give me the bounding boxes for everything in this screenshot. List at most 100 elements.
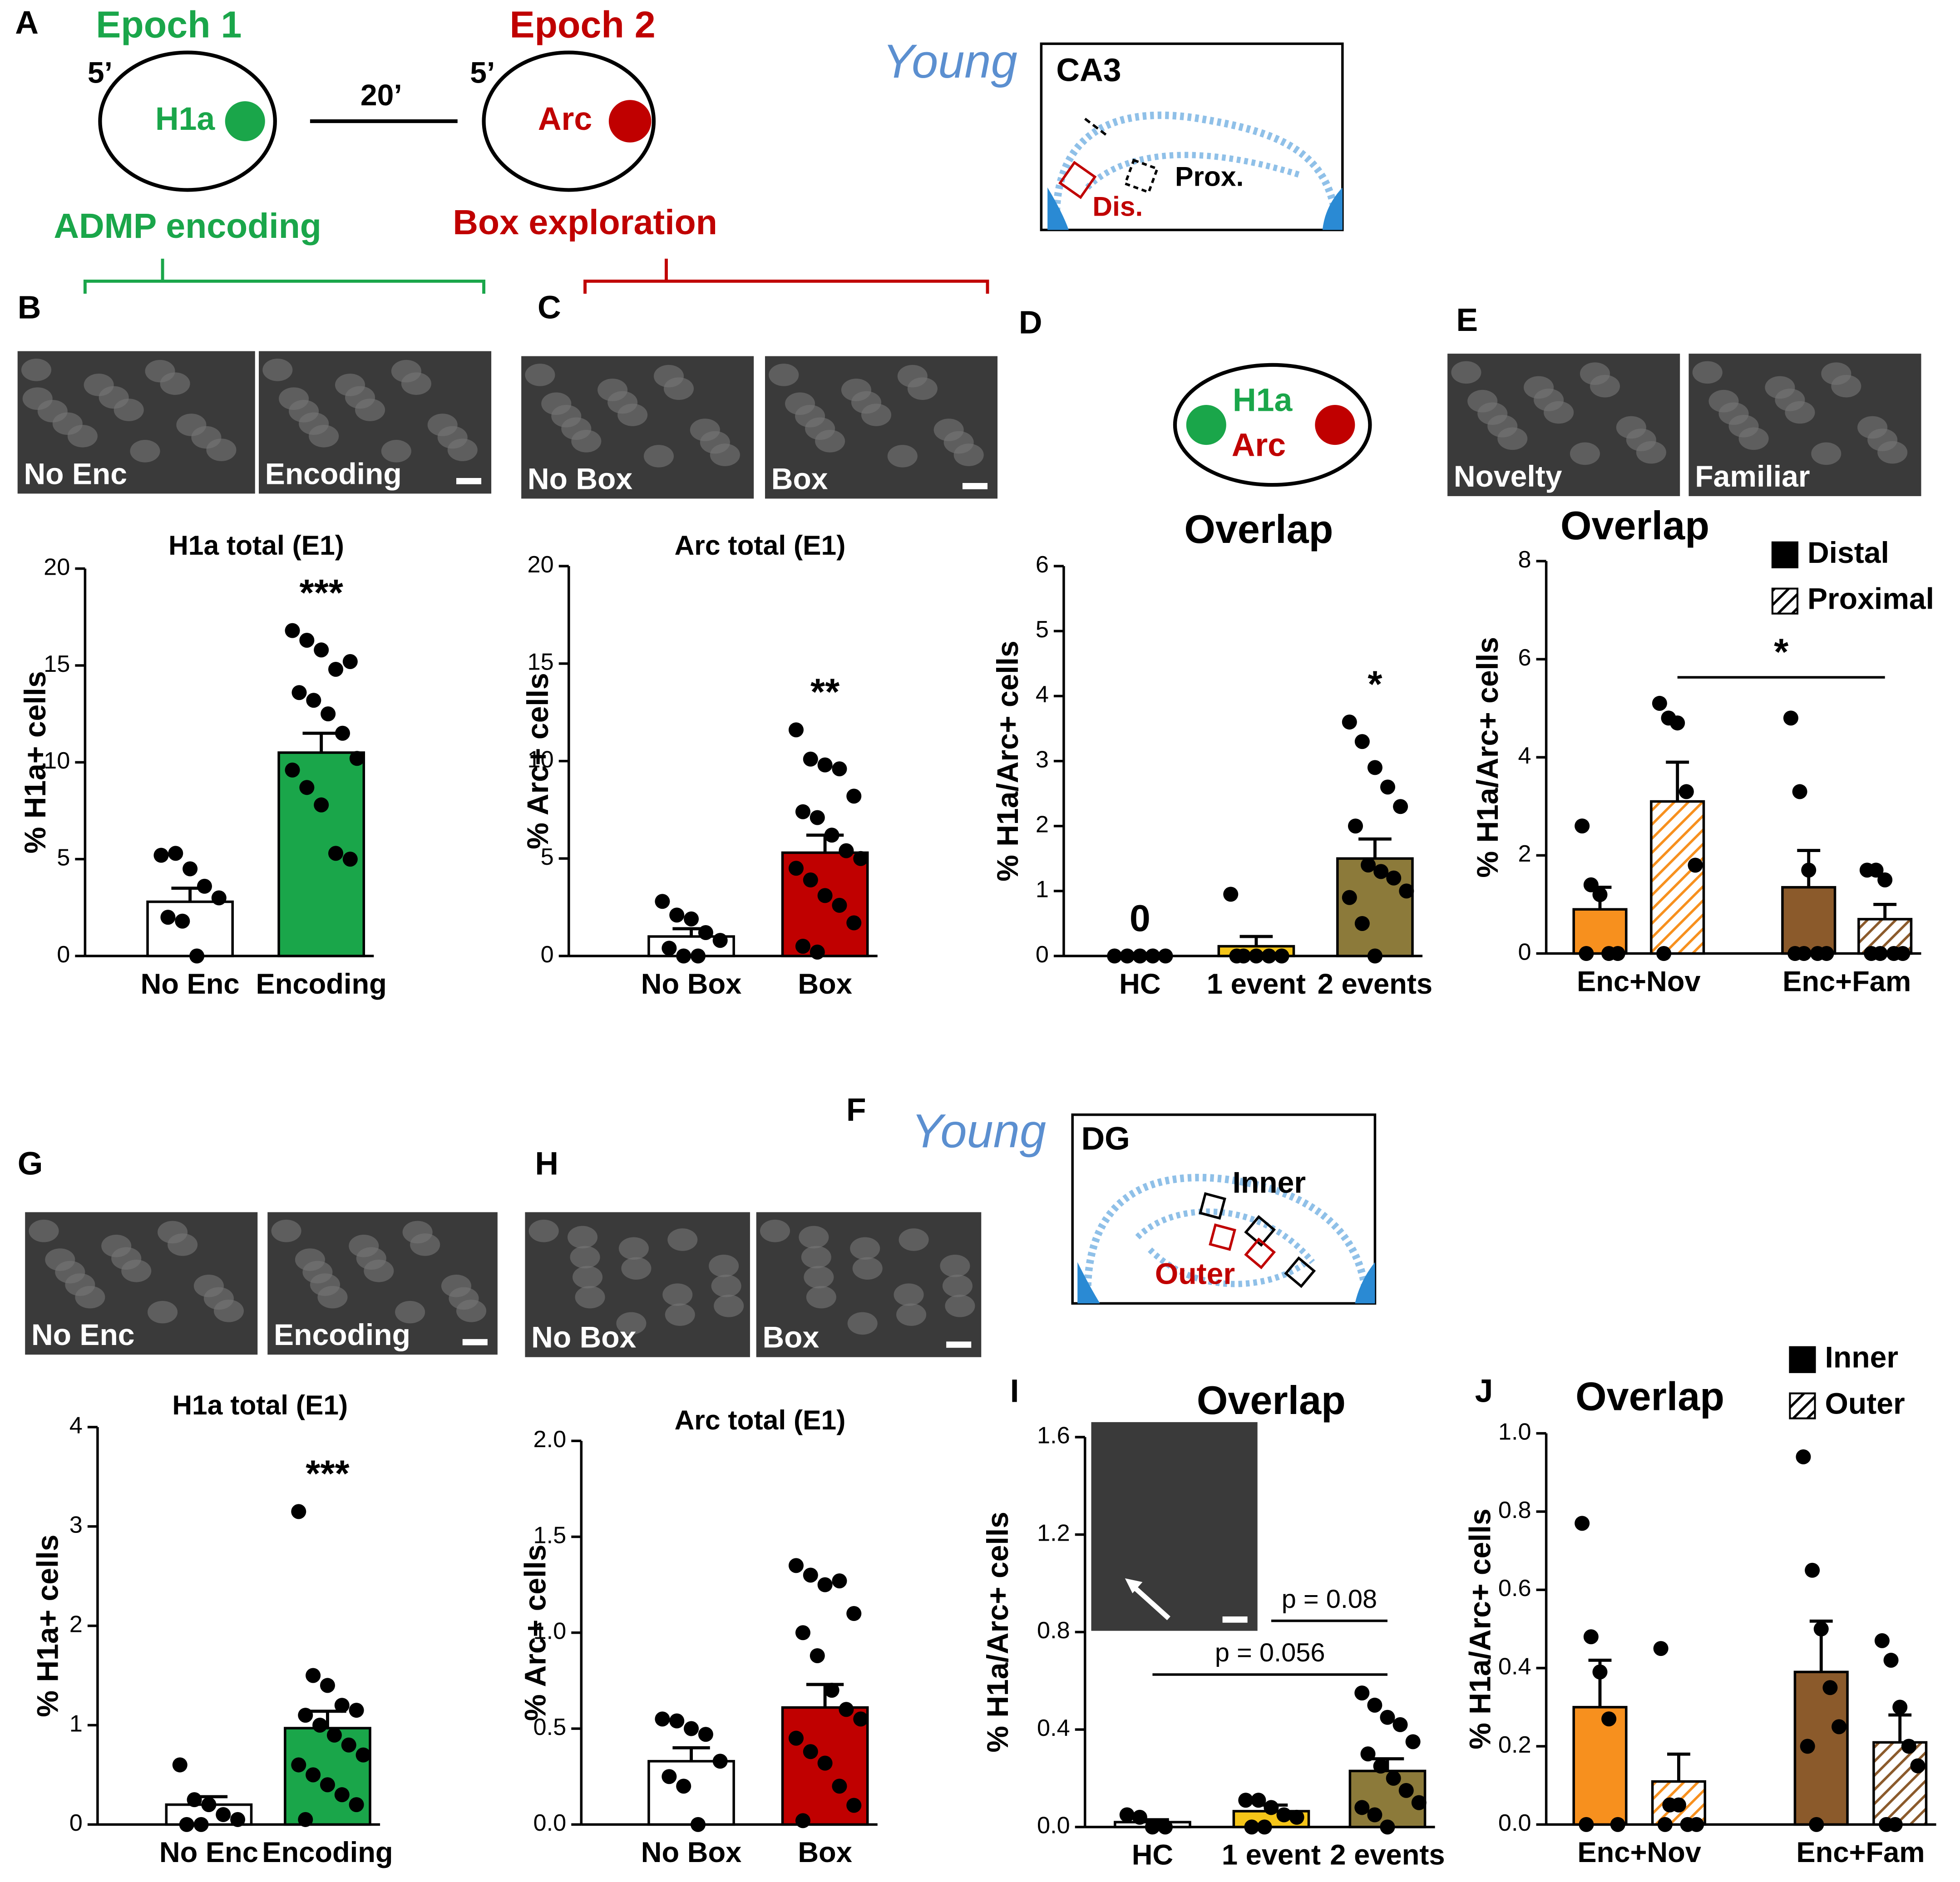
y-tick-label: 6 [1036,552,1049,578]
y-tick-label: 0.6 [1498,1575,1531,1601]
data-point [314,642,329,658]
y-tick-label: 1 [1036,877,1049,903]
chart-title: Overlap [1197,1378,1346,1423]
data-point [853,1711,869,1727]
data-point [824,1683,839,1698]
micrograph-label: Familiar [1695,460,1810,493]
legend-swatch [1771,541,1799,568]
y-tick-label: 5 [1036,616,1049,643]
data-point [832,1573,847,1589]
data-point [846,1798,862,1813]
nucleus [1616,416,1646,439]
data-point [817,888,833,903]
data-point [342,654,358,669]
data-point [1887,1817,1903,1832]
nucleus [130,440,160,463]
data-point [1800,1739,1815,1754]
data-point [1393,799,1408,814]
data-point [306,693,321,708]
chart-title: Overlap [1184,507,1333,552]
y-tick-label: 1.0 [1498,1419,1531,1445]
nucleus [769,364,799,386]
data-point [1367,760,1382,775]
data-point [1392,1717,1408,1732]
nucleus [714,1295,744,1317]
data-point [676,1779,691,1794]
nucleus [349,1234,379,1257]
x-tick-label: 2 events [1330,1839,1445,1871]
nucleus [381,440,411,463]
data-point [1257,1819,1272,1835]
nucleus [1765,376,1795,399]
panel-letter: A [15,5,39,41]
arrowhead [1125,1578,1143,1594]
age-label: Young [883,35,1017,88]
panel-letter: I [1010,1373,1019,1409]
data-point [291,685,307,700]
nucleus [395,1301,425,1324]
nucleus [760,1219,790,1242]
x-tick-label: Encoding [262,1837,393,1868]
data-point [1809,1817,1824,1832]
nucleus [850,1237,880,1260]
data-point [1386,870,1402,886]
gene-label: Arc [1232,427,1286,463]
data-point [669,907,685,923]
y-tick-label: 0 [1036,941,1049,968]
x-tick-label: Enc+Fam [1796,1837,1925,1868]
nucleus [22,387,53,410]
error-bar [1254,1803,1288,1811]
data-point [285,623,300,638]
data-point [1610,1817,1625,1832]
x-tick-label: 1 event [1222,1839,1321,1871]
nucleus [279,387,309,410]
y-tick-label: 10 [528,746,554,773]
nucleus [801,1246,831,1269]
comparison-label: p = 0.08 [1282,1585,1377,1614]
data-point [1238,1793,1254,1808]
y-axis-label: % H1a/Arc+ cells [1471,637,1505,878]
significance: *** [306,1453,350,1495]
data-point [1575,1516,1590,1531]
micrograph-label: Encoding [265,457,402,491]
legend-label: Inner [1825,1341,1899,1375]
data-point [355,1747,371,1763]
green-dot [1186,404,1226,445]
data-point [1289,1809,1304,1825]
legend-label: Proximal [1807,582,1934,616]
nucleus [785,392,815,415]
data-point [810,810,825,825]
nucleus [262,359,293,381]
data-point [655,894,670,909]
data-point [1342,714,1357,730]
data-point [1348,818,1363,834]
data-point [1380,1819,1395,1835]
roi-label: Outer [1155,1257,1235,1291]
y-tick-label: 20 [528,552,554,578]
error-bar [806,1683,844,1708]
nucleus [1451,361,1481,384]
data-point [839,1702,854,1717]
y-tick-label: 5 [57,844,70,871]
nucleus [653,365,684,388]
roi-inner [1199,1192,1226,1220]
nucleus [841,379,871,401]
x-tick-label: 2 events [1318,968,1432,1000]
data-point [788,861,804,876]
data-point [1354,1800,1370,1815]
nucleus [1821,362,1851,385]
y-tick-label: 0.8 [1498,1497,1531,1523]
data-point [1380,779,1396,795]
nucleus [295,1248,325,1271]
y-tick-label: 0 [69,1810,83,1836]
data-point [349,751,365,766]
y-axis-label: % H1a/Arc+ cells [1464,1508,1497,1749]
atlas-layer [1135,1208,1315,1287]
chart-title: Overlap [1560,503,1709,548]
nucleus [541,392,572,415]
y-axis-label: % H1a+ cells [19,671,52,853]
data-point [328,846,344,861]
chart-title: H1a total (E1) [172,1389,348,1420]
bar [1781,886,1837,955]
data-point [691,948,706,964]
